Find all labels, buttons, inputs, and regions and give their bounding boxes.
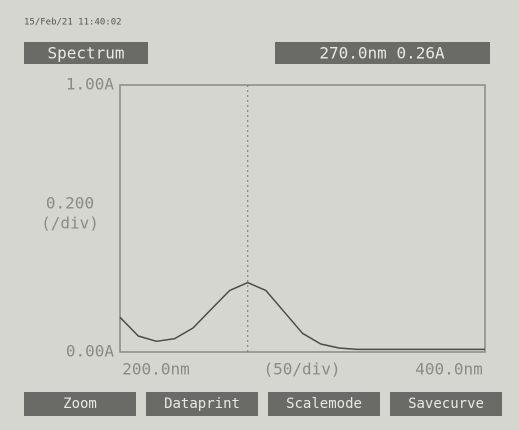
button-label[interactable]: Zoom — [63, 396, 97, 412]
y-scale-label: 0.200 — [46, 194, 94, 213]
y-scale-unit: (/div) — [41, 214, 99, 233]
device-screen: 15/Feb/21 11:40:02 Spectrum 270.0nm 0.26… — [0, 0, 519, 430]
y-tick-label: 0.00A — [66, 342, 115, 361]
timestamp: 15/Feb/21 11:40:02 — [24, 18, 122, 28]
x-tick-label: 400.0nm — [415, 360, 482, 379]
button-label[interactable]: Scalemode — [286, 396, 362, 412]
cursor-readout: 270.0nm 0.26A — [319, 44, 445, 63]
y-tick-label: 1.00A — [66, 75, 115, 94]
button-label[interactable]: Savecurve — [408, 396, 484, 412]
x-tick-label: 200.0nm — [122, 360, 189, 379]
button-label[interactable]: Dataprint — [164, 396, 240, 412]
x-scale-label: (50/div) — [263, 360, 340, 379]
chart-title: Spectrum — [47, 44, 124, 63]
